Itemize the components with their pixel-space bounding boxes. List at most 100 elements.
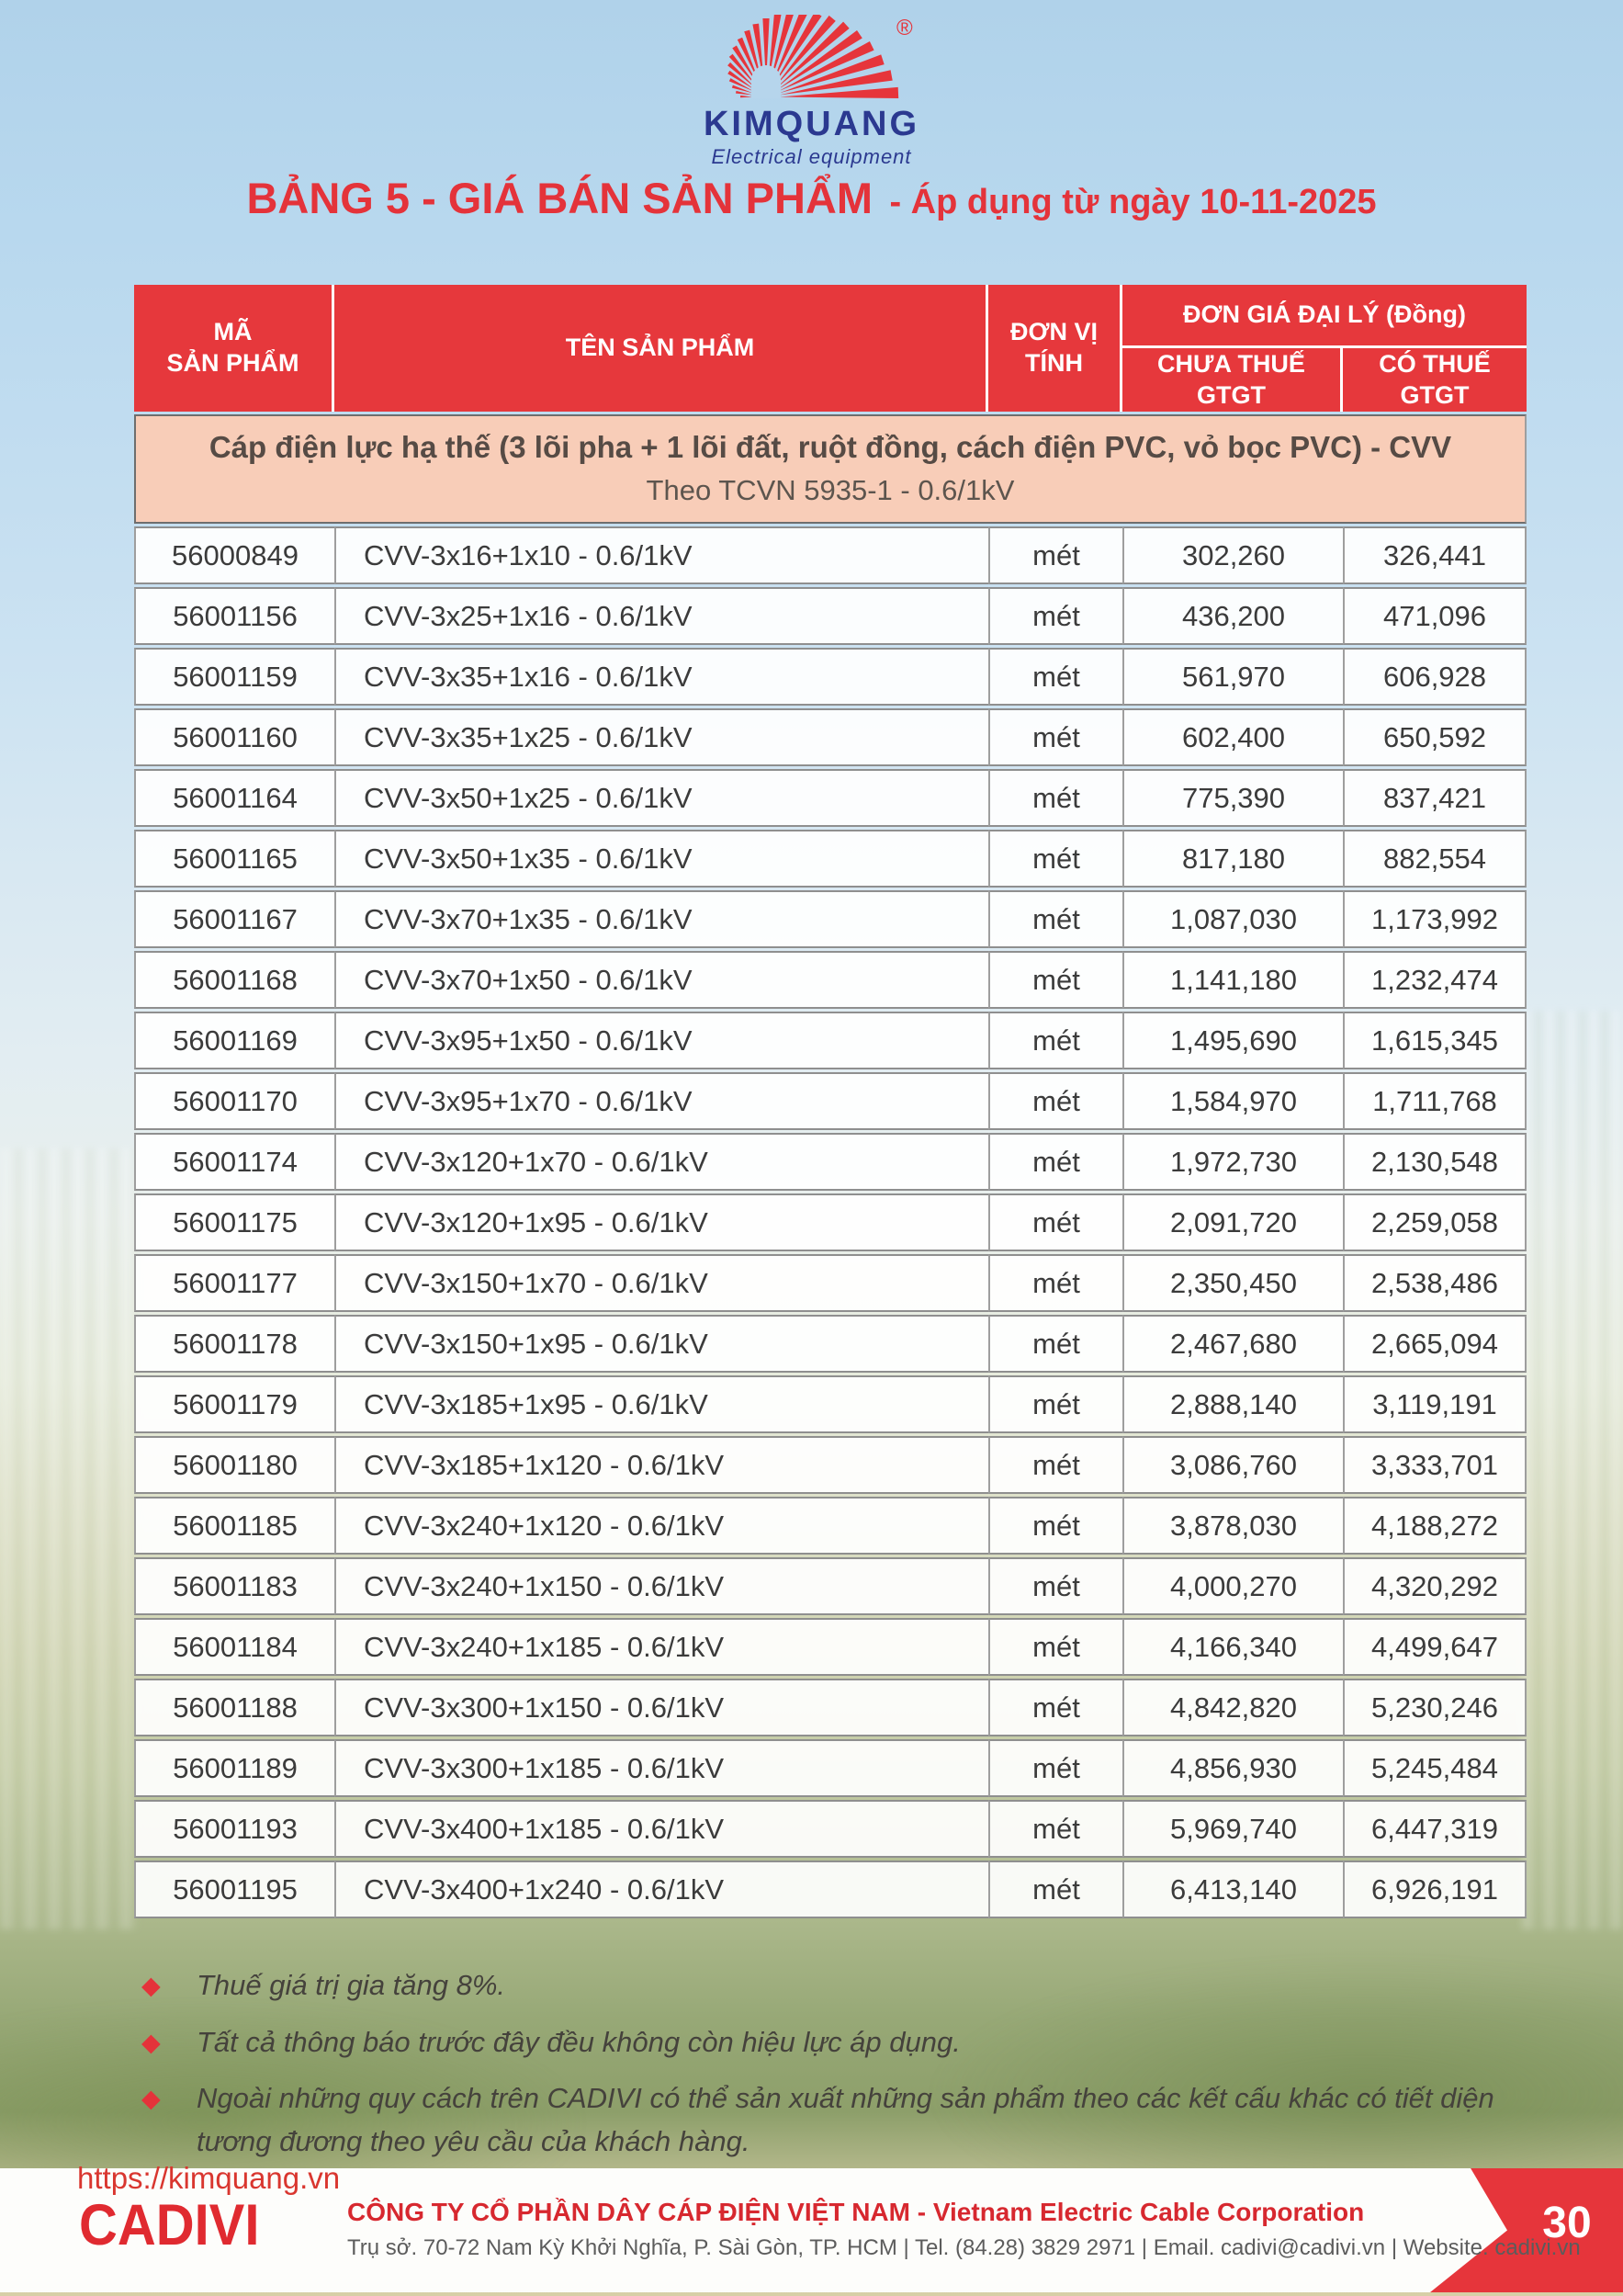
table-row: 56001164 CVV-3x50+1x25 - 0.6/1kV mét 775,39… (134, 769, 1527, 828)
product-name-cell: CVV-3x120+1x95 - 0.6/1kV (334, 1193, 988, 1252)
price-ex-vat-cell: 2,350,450 (1122, 1254, 1343, 1313)
product-code-cell: 56001169 (134, 1012, 334, 1070)
price-ex-vat-cell: 602,400 (1122, 708, 1343, 767)
product-name-cell: CVV-3x150+1x95 - 0.6/1kV (334, 1315, 988, 1374)
unit-cell: mét (988, 1497, 1122, 1555)
footer-band (0, 2168, 1623, 2292)
price-inc-vat-cell: 6,447,319 (1343, 1800, 1527, 1859)
table-row: 56001195 CVV-3x400+1x240 - 0.6/1kV mét 6,41… (134, 1861, 1527, 1919)
product-name-cell: CVV-3x240+1x185 - 0.6/1kV (334, 1618, 988, 1677)
price-ex-vat-cell: 2,467,680 (1122, 1315, 1343, 1374)
unit-cell: mét (988, 1618, 1122, 1677)
product-name-cell: CVV-3x120+1x70 - 0.6/1kV (334, 1133, 988, 1192)
notes-list: Thuế giá trị gia tăng 8%. Tất cả thông bá… (138, 1964, 1497, 2177)
product-code-cell: 56001195 (134, 1861, 334, 1919)
note-item: Thuế giá trị gia tăng 8%. (138, 1964, 1497, 2008)
unit-cell: mét (988, 526, 1122, 585)
header-product-code: MÃ SẢN PHẨM (134, 285, 334, 412)
price-inc-vat-cell: 1,615,345 (1343, 1012, 1527, 1070)
price-ex-vat-cell: 3,086,760 (1122, 1436, 1343, 1495)
header-price-inc-vat: CÓ THUẾ GTGT (1379, 349, 1491, 409)
table-row: 56001184 CVV-3x240+1x185 - 0.6/1kV mét 4,16… (134, 1618, 1527, 1677)
table-row: 56001189 CVV-3x300+1x185 - 0.6/1kV mét 4,85… (134, 1739, 1527, 1798)
unit-cell: mét (988, 1254, 1122, 1313)
product-code-cell: 56001160 (134, 708, 334, 767)
product-code-cell: 56001189 (134, 1739, 334, 1798)
price-table: MÃ SẢN PHẨM TÊN SẢN PHẨM ĐƠN VỊ TÍNH ĐƠN… (134, 285, 1527, 1921)
header-price-group: ĐƠN GIÁ ĐẠI LÝ (Đồng) (1122, 285, 1527, 348)
product-code-cell: 56001188 (134, 1679, 334, 1737)
unit-cell: mét (988, 830, 1122, 888)
product-name-cell: CVV-3x35+1x25 - 0.6/1kV (334, 708, 988, 767)
price-inc-vat-cell: 5,245,484 (1343, 1739, 1527, 1798)
price-ex-vat-cell: 2,091,720 (1122, 1193, 1343, 1252)
product-name-cell: CVV-3x25+1x16 - 0.6/1kV (334, 587, 988, 646)
note-item: Tất cả thông báo trước đây đều không còn… (138, 2021, 1497, 2064)
product-name-cell: CVV-3x50+1x35 - 0.6/1kV (334, 830, 988, 888)
table-row: 56001159 CVV-3x35+1x16 - 0.6/1kV mét 561,97… (134, 648, 1527, 707)
cadivi-logo: CADIVI (79, 2193, 260, 2257)
brand-tagline: Electrical equipment (711, 145, 912, 168)
category-title: Cáp điện lực hạ thế (3 lõi pha + 1 lõi đ… (209, 430, 1452, 464)
table-row: 56001183 CVV-3x240+1x150 - 0.6/1kV mét 4,00… (134, 1557, 1527, 1616)
price-inc-vat-cell: 3,333,701 (1343, 1436, 1527, 1495)
price-inc-vat-cell: 4,320,292 (1343, 1557, 1527, 1616)
product-code-cell: 56001174 (134, 1133, 334, 1192)
title-suffix: - Áp dụng từ ngày 10-11-2025 (889, 183, 1377, 221)
header-product-name: TÊN SẢN PHẨM (334, 285, 988, 412)
company-address: Trụ sở. 70-72 Nam Kỳ Khởi Nghĩa, P. Sài … (347, 2235, 1581, 2260)
price-ex-vat-cell: 561,970 (1122, 648, 1343, 707)
product-code-cell: 56001164 (134, 769, 334, 828)
price-ex-vat-cell: 1,495,690 (1122, 1012, 1343, 1070)
price-ex-vat-cell: 2,888,140 (1122, 1375, 1343, 1434)
site-url: https://kimquang.vn (77, 2161, 341, 2195)
price-ex-vat-cell: 436,200 (1122, 587, 1343, 646)
price-ex-vat-cell: 1,584,970 (1122, 1072, 1343, 1131)
table-row: 56001156 CVV-3x25+1x16 - 0.6/1kV mét 436,20… (134, 587, 1527, 646)
table-row: 56001170 CVV-3x95+1x70 - 0.6/1kV mét 1,584,… (134, 1072, 1527, 1131)
product-code-cell: 56001168 (134, 951, 334, 1010)
product-code-cell: 56001180 (134, 1436, 334, 1495)
unit-cell: mét (988, 890, 1122, 949)
price-inc-vat-cell: 3,119,191 (1343, 1375, 1527, 1434)
price-ex-vat-cell: 775,390 (1122, 769, 1343, 828)
price-inc-vat-cell: 5,230,246 (1343, 1679, 1527, 1737)
product-name-cell: CVV-3x16+1x10 - 0.6/1kV (334, 526, 988, 585)
price-inc-vat-cell: 471,096 (1343, 587, 1527, 646)
price-inc-vat-cell: 650,592 (1343, 708, 1527, 767)
product-code-cell: 56001159 (134, 648, 334, 707)
unit-cell: mét (988, 951, 1122, 1010)
unit-cell: mét (988, 1012, 1122, 1070)
product-name-cell: CVV-3x400+1x240 - 0.6/1kV (334, 1861, 988, 1919)
table-row: 56001179 CVV-3x185+1x95 - 0.6/1kV mét 2,888… (134, 1375, 1527, 1434)
price-ex-vat-cell: 817,180 (1122, 830, 1343, 888)
table-row: 56001178 CVV-3x150+1x95 - 0.6/1kV mét 2,467… (134, 1315, 1527, 1374)
product-name-cell: CVV-3x240+1x120 - 0.6/1kV (334, 1497, 988, 1555)
table-row: 56000849 CVV-3x16+1x10 - 0.6/1kV mét 302,26… (134, 526, 1527, 585)
note-item: Ngoài những quy cách trên CADIVI có thể … (138, 2077, 1497, 2163)
table-row: 56001177 CVV-3x150+1x70 - 0.6/1kV mét 2,350… (134, 1254, 1527, 1313)
unit-cell: mét (988, 1800, 1122, 1859)
product-code-cell: 56000849 (134, 526, 334, 585)
product-code-cell: 56001179 (134, 1375, 334, 1434)
product-code-cell: 56001178 (134, 1315, 334, 1374)
table-row: 56001193 CVV-3x400+1x185 - 0.6/1kV mét 5,96… (134, 1800, 1527, 1859)
product-code-cell: 56001175 (134, 1193, 334, 1252)
unit-cell: mét (988, 1679, 1122, 1737)
price-ex-vat-cell: 3,878,030 (1122, 1497, 1343, 1555)
unit-cell: mét (988, 1436, 1122, 1495)
product-name-cell: CVV-3x95+1x70 - 0.6/1kV (334, 1072, 988, 1131)
price-inc-vat-cell: 1,711,768 (1343, 1072, 1527, 1131)
price-ex-vat-cell: 4,856,930 (1122, 1739, 1343, 1798)
price-ex-vat-cell: 4,166,340 (1122, 1618, 1343, 1677)
table-row: 56001174 CVV-3x120+1x70 - 0.6/1kV mét 1,972… (134, 1133, 1527, 1192)
price-ex-vat-cell: 302,260 (1122, 526, 1343, 585)
price-ex-vat-cell: 4,000,270 (1122, 1557, 1343, 1616)
header-unit: ĐƠN VỊ TÍNH (988, 285, 1122, 412)
price-inc-vat-cell: 606,928 (1343, 648, 1527, 707)
unit-cell: mét (988, 769, 1122, 828)
product-name-cell: CVV-3x400+1x185 - 0.6/1kV (334, 1800, 988, 1859)
company-block: CÔNG TY CỔ PHẦN DÂY CÁP ĐIỆN VIỆT NAM - … (347, 2198, 1581, 2261)
page-number: 30 (1542, 2199, 1592, 2247)
unit-cell: mét (988, 648, 1122, 707)
